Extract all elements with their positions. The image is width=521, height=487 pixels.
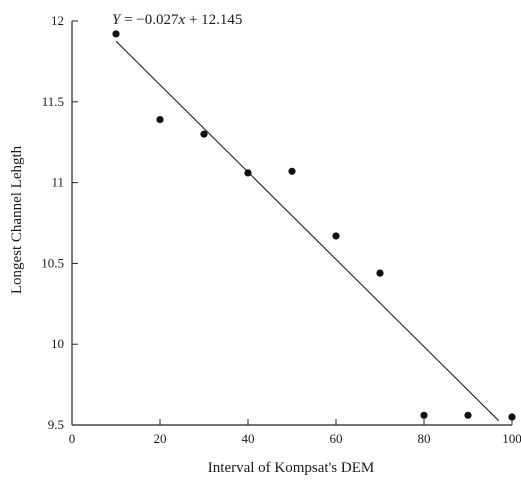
axes — [71, 21, 512, 426]
ticks: 0 20 40 60 80 100 9.5 10 10.5 11 11.5 12 — [41, 13, 521, 446]
data-point — [508, 413, 516, 421]
data-point — [288, 167, 296, 175]
data-point — [200, 130, 208, 138]
x-tick-label: 60 — [330, 431, 343, 446]
x-tick-label: 40 — [242, 431, 255, 446]
data-point — [332, 232, 340, 240]
y-tick-label: 11 — [51, 175, 64, 190]
data-point — [244, 169, 252, 177]
data-point — [420, 411, 428, 419]
y-tick-label: 12 — [51, 13, 64, 28]
trendline-layer — [115, 40, 500, 422]
regression-equation: Y = −0.027x + 12.145 — [112, 12, 242, 28]
y-tick-label: 9.5 — [48, 417, 64, 432]
equation-part: = −0.027 — [120, 12, 179, 28]
data-point — [464, 411, 472, 419]
equation-part: x — [178, 12, 186, 28]
x-tick-label: 20 — [154, 431, 167, 446]
data-point — [156, 115, 164, 124]
y-tick-label: 10 — [51, 336, 64, 351]
regression-line — [115, 40, 500, 422]
data-point — [112, 30, 120, 38]
y-tick-label: 10.5 — [41, 255, 64, 270]
equation-part: Y — [112, 12, 122, 28]
x-tick-label: 100 — [502, 431, 521, 446]
data-point — [376, 269, 384, 277]
equation-part: + 12.145 — [185, 12, 242, 28]
y-axis-title: Longest Channel Lehgth — [9, 145, 25, 294]
x-tick-label: 80 — [418, 431, 431, 446]
data-points — [112, 30, 516, 421]
x-axis-title: Interval of Kompsat's DEM — [208, 460, 374, 476]
x-tick-label: 0 — [69, 431, 76, 446]
y-tick-label: 11.5 — [42, 94, 64, 109]
